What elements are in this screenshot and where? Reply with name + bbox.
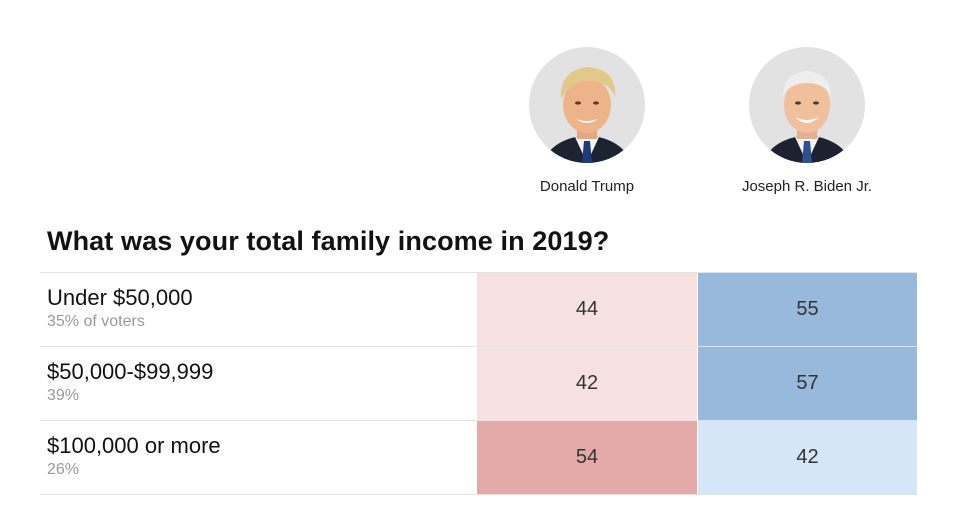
row-label-cell: $100,000 or more 26% xyxy=(40,421,477,494)
candidate-trump: Donald Trump xyxy=(477,47,697,195)
biden-value-cell: 55 xyxy=(697,273,917,346)
trump-value-cell: 44 xyxy=(477,273,697,346)
trump-value-cell: 54 xyxy=(477,421,697,494)
table-row: $100,000 or more 26% 54 42 xyxy=(40,420,917,495)
income-bracket-label: $100,000 or more xyxy=(47,433,221,458)
row-label-cell: Under $50,000 35% of voters xyxy=(40,273,477,346)
table-row: Under $50,000 35% of voters 44 55 xyxy=(40,272,917,346)
results-table: Under $50,000 35% of voters 44 55 $50,000-$9… xyxy=(40,272,917,495)
chart-title: What was your total family income in 201… xyxy=(47,226,610,256)
voter-share-label: 35% of voters xyxy=(47,313,145,330)
voter-share-label: 26% xyxy=(47,461,80,478)
income-bracket-label: $50,000-$99,999 xyxy=(47,359,214,384)
trump-avatar xyxy=(529,47,645,163)
biden-value-cell: 42 xyxy=(697,421,917,494)
biden-value-cell: 57 xyxy=(697,347,917,420)
income-bracket-label: Under $50,000 xyxy=(47,285,193,310)
biden-avatar xyxy=(749,47,865,163)
candidate-name-biden: Joseph R. Biden Jr. xyxy=(741,178,873,195)
candidate-name-trump: Donald Trump xyxy=(539,178,635,195)
trump-value-cell: 42 xyxy=(477,347,697,420)
voter-share-label: 39% xyxy=(47,387,80,404)
table-row: $50,000-$99,999 39% 42 57 xyxy=(40,346,917,420)
row-label-cell: $50,000-$99,999 39% xyxy=(40,347,477,420)
candidate-biden: Joseph R. Biden Jr. xyxy=(697,47,917,195)
